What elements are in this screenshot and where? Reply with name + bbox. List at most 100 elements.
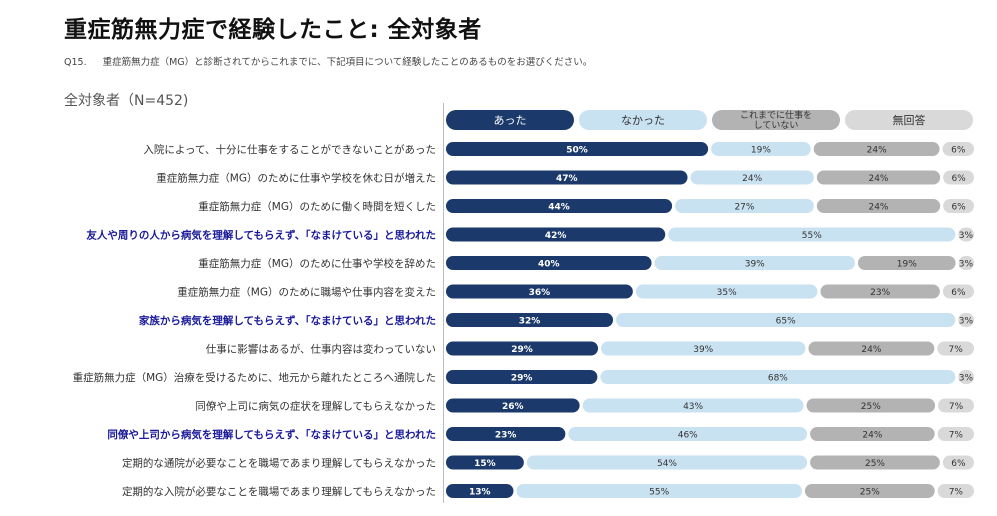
bar-nakatta	[654, 256, 855, 270]
bar-atta	[446, 341, 599, 356]
data-label-atta: 36%	[529, 288, 551, 298]
bar-no-answer	[958, 256, 974, 270]
bar-nakatta	[582, 398, 804, 413]
data-label-nakatta: 27%	[734, 203, 754, 213]
bar-atta	[446, 199, 673, 213]
data-label-no-work: 24%	[867, 146, 887, 156]
legend-swatch-atta	[446, 110, 574, 130]
bar-nakatta	[516, 484, 802, 498]
bar-nakatta	[711, 142, 811, 156]
legend-swatch-no-work	[712, 110, 840, 130]
legend-swatch-no-answer	[845, 110, 973, 130]
data-label-no-work: 25%	[865, 459, 885, 469]
bar-no-answer	[938, 398, 974, 413]
page-title: 重症筋無力症で経験したこと: 全対象者	[64, 17, 482, 43]
data-label-no-work: 23%	[870, 288, 890, 298]
bar-no-answer	[937, 484, 974, 498]
data-label-no-work: 24%	[861, 345, 881, 355]
data-label-atta: 32%	[519, 317, 541, 327]
category-label: 重症筋無力症（MG）のために仕事や学校を休む日が増えた	[156, 172, 436, 185]
data-label-atta: 44%	[548, 203, 570, 213]
data-label-no-answer: 6%	[951, 288, 966, 298]
bar-no-work	[806, 398, 936, 413]
data-label-atta: 47%	[556, 174, 578, 184]
bar-atta	[446, 370, 598, 384]
bar-nakatta	[668, 227, 956, 242]
category-label: 重症筋無力症（MG）のために仕事や学校を辞めた	[198, 257, 436, 270]
data-label-no-work: 25%	[860, 488, 880, 498]
bar-atta	[446, 256, 652, 270]
bar-no-answer	[937, 427, 974, 441]
bar-no-work	[810, 455, 940, 470]
category-label: 仕事に影響はあるが、仕事内容は変わっていない	[206, 343, 436, 356]
legend-swatch-nakatta	[579, 110, 707, 130]
bar-no-work	[820, 284, 940, 299]
data-label-no-work: 24%	[868, 203, 888, 213]
question-number: Q15.	[64, 57, 87, 68]
bar-nakatta	[616, 313, 956, 327]
category-label: 定期的な入院が必要なことを職場であまり理解してもらえなかった	[122, 485, 436, 498]
bar-no-answer	[942, 455, 974, 470]
data-label-atta: 15%	[474, 459, 496, 469]
legend-label-no-answer: 無回答	[893, 113, 926, 127]
axis-line	[443, 103, 444, 503]
bar-no-answer	[942, 284, 974, 299]
bar-atta	[446, 427, 566, 441]
data-label-nakatta: 24%	[742, 174, 762, 184]
bar-no-answer	[942, 142, 974, 156]
bar-atta	[446, 455, 524, 470]
bar-no-answer	[958, 370, 974, 384]
category-label: 友人や周りの人から病気を理解してもらえず、「なまけている」と思われた	[85, 229, 436, 242]
bar-no-answer	[958, 227, 974, 242]
data-label-atta: 29%	[511, 374, 533, 384]
category-label: 重症筋無力症（MG）のために働く時間を短くした	[198, 200, 436, 213]
bar-no-answer	[943, 170, 974, 185]
bar-no-work	[857, 256, 956, 270]
bar-nakatta	[690, 170, 814, 185]
data-label-no-answer: 7%	[949, 345, 964, 355]
bar-no-work	[816, 170, 941, 185]
data-label-no-answer: 3%	[959, 317, 974, 327]
bar-no-answer	[937, 341, 974, 356]
bar-nakatta	[675, 199, 814, 213]
bar-no-work	[810, 427, 935, 441]
data-label-nakatta: 35%	[717, 288, 737, 298]
category-label: 入院によって、十分に仕事をすることができないことがあった	[143, 143, 436, 156]
data-label-no-answer: 6%	[951, 459, 966, 469]
bar-atta	[446, 313, 614, 327]
bar-no-answer	[943, 199, 974, 213]
bar-no-work	[816, 199, 941, 213]
bar-atta	[446, 398, 580, 413]
data-label-no-answer: 3%	[959, 231, 974, 241]
bar-no-work	[808, 341, 935, 356]
data-label-no-work: 19%	[897, 260, 917, 270]
data-label-no-work: 24%	[862, 431, 882, 441]
data-label-atta: 13%	[469, 488, 491, 498]
category-label: 重症筋無力症（MG）治療を受けるために、地元から離れたところへ通院した	[73, 371, 436, 384]
category-label: 同僚や上司に病気の症状を理解してもらえなかった	[195, 400, 436, 413]
bar-nakatta	[568, 427, 808, 441]
data-label-no-answer: 6%	[951, 146, 966, 156]
data-label-atta: 50%	[566, 146, 588, 156]
data-label-atta: 23%	[495, 431, 517, 441]
bar-no-work	[804, 484, 935, 498]
data-label-no-answer: 7%	[949, 488, 964, 498]
data-label-nakatta: 55%	[802, 231, 822, 241]
question-body: 重症筋無力症（MG）と診断されてからこれまでに、下記項目について経験したことのあ…	[102, 57, 593, 68]
bar-atta	[446, 227, 666, 242]
bar-atta	[446, 484, 514, 498]
data-label-nakatta: 65%	[776, 317, 796, 327]
data-label-atta: 29%	[511, 345, 533, 355]
bar-nakatta	[601, 341, 806, 356]
data-label-no-answer: 3%	[959, 260, 974, 270]
data-label-nakatta: 46%	[678, 431, 698, 441]
data-label-nakatta: 55%	[649, 488, 669, 498]
data-label-nakatta: 39%	[693, 345, 713, 355]
bar-nakatta	[600, 370, 956, 384]
data-label-nakatta: 54%	[657, 459, 677, 469]
respondent-scope: 全対象者（N=452)	[64, 93, 189, 109]
data-label-no-answer: 6%	[951, 174, 966, 184]
bar-nakatta	[635, 284, 818, 299]
category-label: 定期的な通院が必要なことを職場であまり理解してもらえなかった	[122, 457, 436, 470]
